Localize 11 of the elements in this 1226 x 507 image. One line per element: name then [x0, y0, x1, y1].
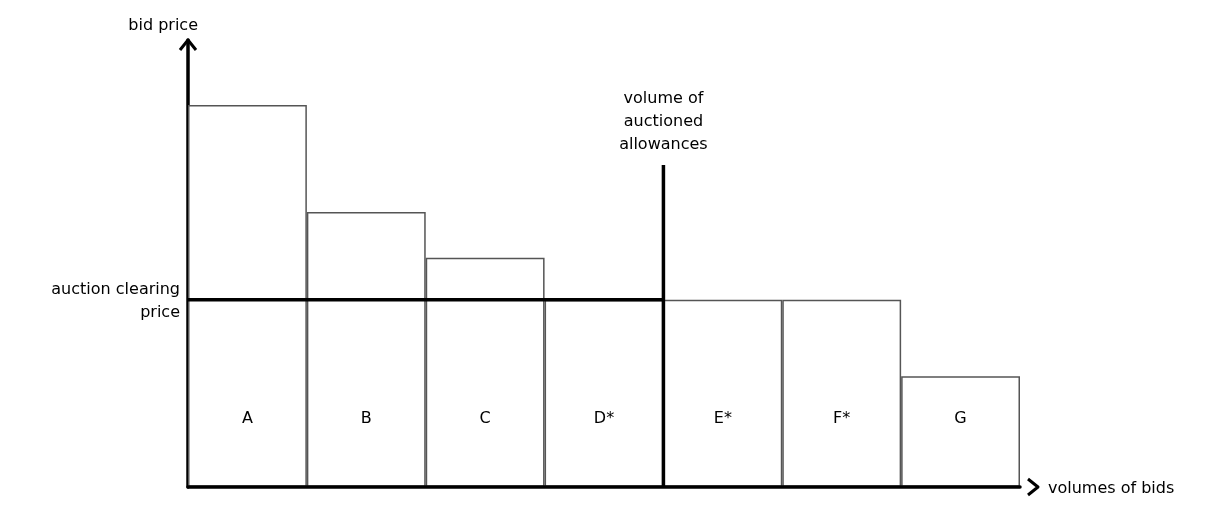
x-tick-label: B	[360, 407, 372, 427]
x-axis-title: volumes of bids	[1048, 477, 1175, 497]
x-tick-label: D*	[593, 407, 615, 427]
x-tick-label: G	[954, 407, 967, 427]
x-tick-label: A	[241, 407, 253, 427]
x-tick-label: F*	[833, 407, 851, 427]
x-tick-label: E*	[713, 407, 732, 427]
y-axis-title: bid price	[128, 14, 198, 34]
annotation: volume of auctioned allowances	[619, 88, 708, 153]
ref-line-label: auction clearing price	[51, 278, 180, 321]
x-tick-label: C	[479, 407, 491, 427]
